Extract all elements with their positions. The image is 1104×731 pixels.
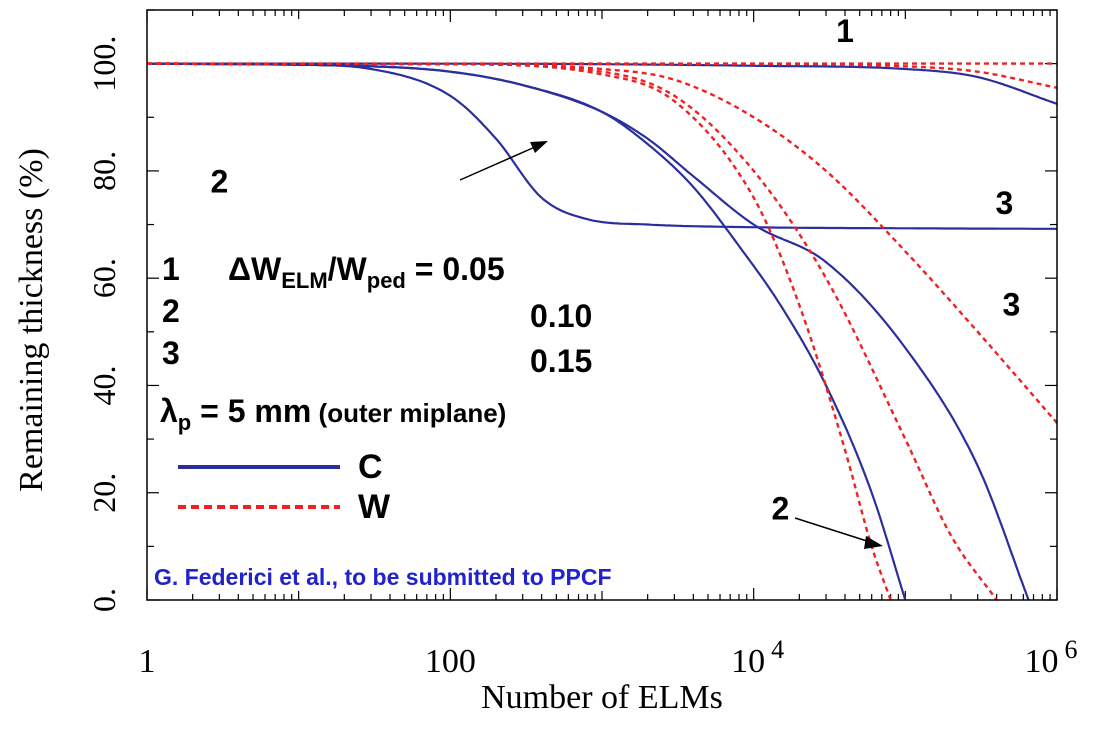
annotation-arrowhead-2-lower — [864, 536, 883, 549]
legend-block: 1 ΔWELM/Wped = 0.05 2 0.10 3 0.15 λp = 5… — [160, 251, 592, 526]
annotation-arrowhead-2-upper — [530, 141, 548, 153]
annotation-arrow-2-lower — [794, 517, 871, 543]
curve-label: 3 — [996, 185, 1014, 221]
y-axis-title: Remaining thickness (%) — [13, 148, 50, 492]
curve-annotations: 1 2 3 3 2 — [210, 13, 1020, 526]
series-line-C-3b — [146, 62, 1030, 601]
x-tick-label: 100 — [425, 643, 476, 680]
legend-case-1: 1 — [162, 251, 180, 287]
x-tick-label: 1 — [139, 643, 156, 680]
x-axis-title: Number of ELMs — [481, 679, 723, 716]
series-line-W-3 — [147, 62, 1058, 424]
y-tick-label: 40. — [86, 365, 122, 405]
annotation-arrow-2-upper — [459, 146, 536, 181]
x-tick-label: 10 6 — [1025, 635, 1078, 680]
series-line-C-1 — [147, 62, 1058, 105]
y-tick-label: 100. — [86, 36, 122, 92]
legend-label-C: C — [358, 448, 383, 486]
legend-value-2: 0.10 — [530, 298, 592, 334]
legend-label-W: W — [358, 488, 391, 526]
tick-marks — [146, 9, 1058, 601]
curve-label: 1 — [836, 13, 854, 49]
y-tick-label: 20. — [86, 473, 122, 513]
curve-label: 2 — [771, 491, 789, 527]
y-tick-label: 80. — [86, 151, 122, 191]
x-tick-label: 10 4 — [731, 635, 784, 680]
x-tick-labels: 1 100 10 4 10 6 — [139, 635, 1078, 680]
legend-parameter: ΔWELM/Wped = 0.05 — [228, 251, 505, 293]
series-line-W-1b — [147, 62, 1058, 89]
y-tick-label: 60. — [86, 258, 122, 298]
curve-label: 2 — [210, 163, 228, 199]
legend-case-3: 3 — [162, 335, 180, 371]
curve-label: 3 — [1002, 287, 1020, 323]
series-line-C-2 — [146, 62, 1057, 230]
y-tick-label: 0. — [86, 588, 122, 612]
source-note: G. Federici et al., to be submitted to P… — [154, 564, 612, 590]
legend-value-3: 0.15 — [530, 343, 592, 379]
series-line-C-3 — [146, 62, 907, 601]
plot-frame — [146, 9, 1058, 601]
legend-lambda: λp = 5 mm (outer miplane) — [160, 393, 506, 435]
y-tick-labels: 0. 20. 40. 60. 80. 100. — [86, 36, 122, 612]
legend-case-2: 2 — [162, 293, 180, 329]
series-lines — [146, 62, 1058, 601]
